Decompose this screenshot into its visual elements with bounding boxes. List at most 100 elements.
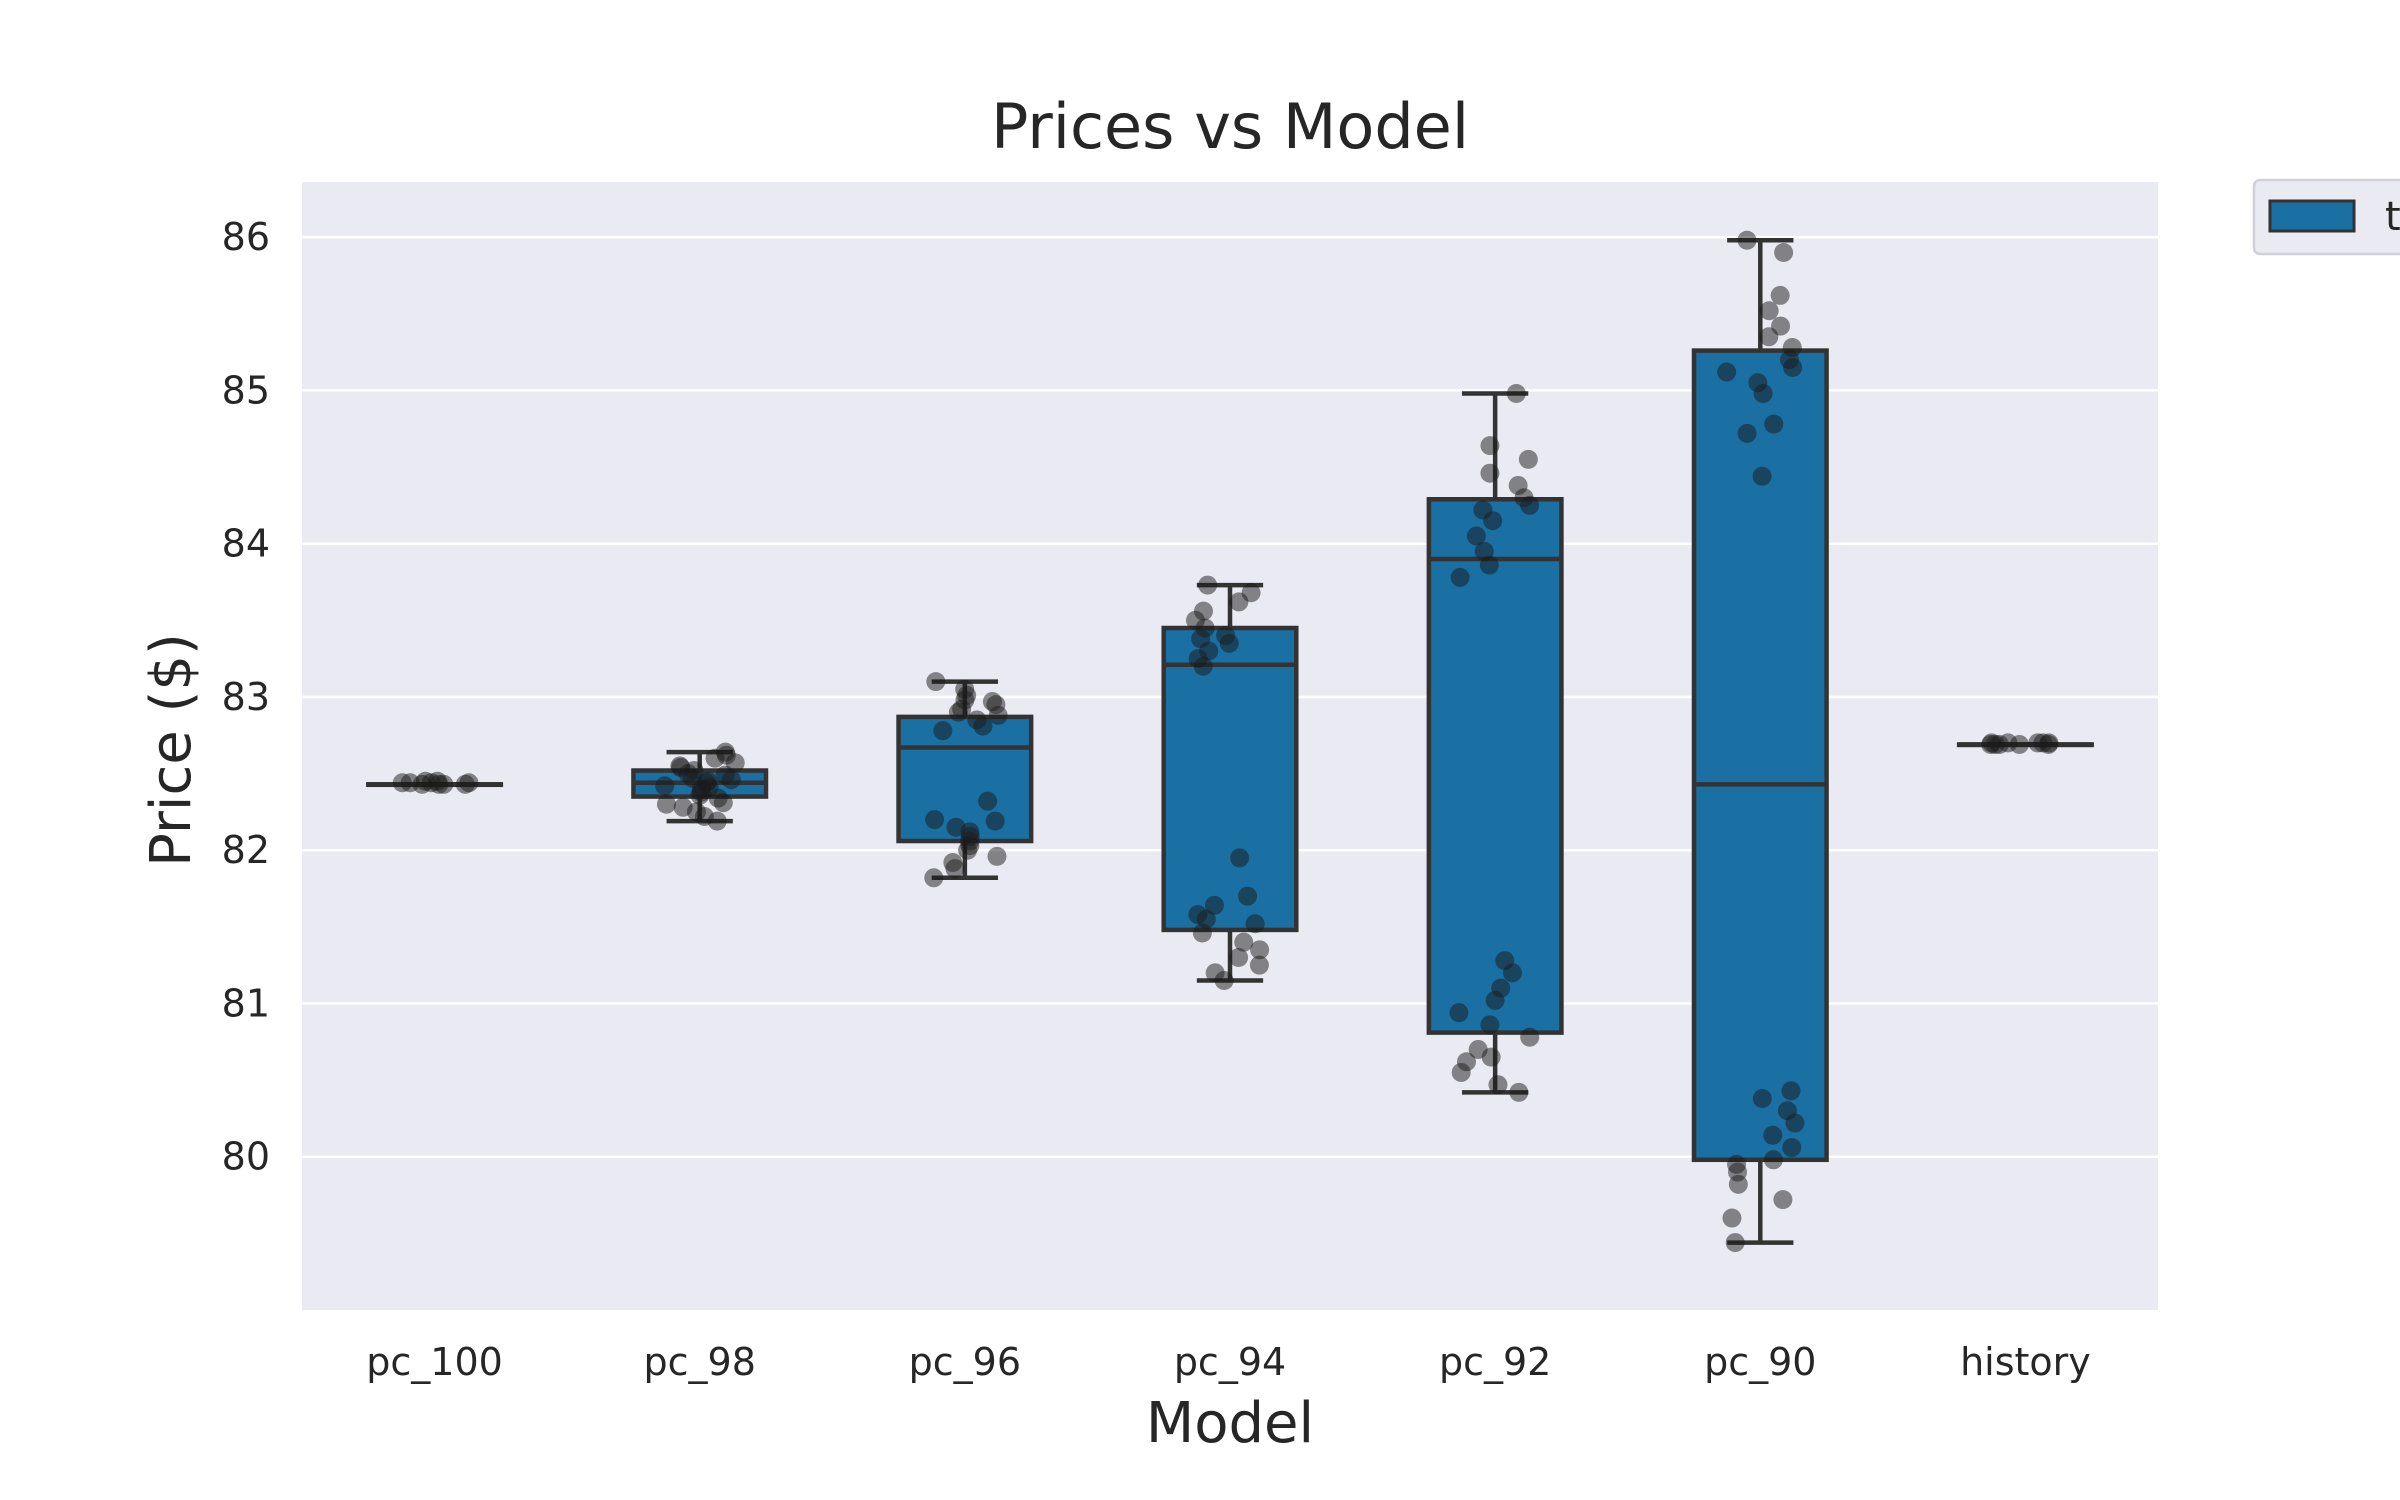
x-tick-label: pc_92 — [1439, 1340, 1551, 1384]
data-point — [1450, 567, 1470, 587]
data-point — [1759, 301, 1779, 321]
data-point — [1737, 230, 1757, 250]
data-point — [1480, 1015, 1500, 1035]
data-point — [1752, 1089, 1772, 1108]
data-point — [1737, 423, 1757, 443]
data-point — [1238, 886, 1258, 906]
data-point — [1752, 466, 1772, 486]
data-point — [1520, 495, 1540, 515]
x-tick-label: pc_100 — [366, 1340, 503, 1384]
data-point — [1205, 963, 1225, 983]
data-point — [1245, 914, 1265, 934]
data-point — [715, 742, 735, 762]
x-tick-label: history — [1960, 1340, 2091, 1384]
legend: t — [2252, 178, 2400, 256]
data-point — [1722, 1208, 1742, 1228]
data-point — [924, 868, 944, 888]
data-point — [1481, 1047, 1501, 1067]
data-point — [721, 770, 741, 790]
data-point — [1196, 909, 1216, 929]
data-point — [2009, 734, 2029, 754]
y-tick-label: 84 — [222, 522, 270, 566]
box-body — [896, 714, 1034, 844]
data-point — [1241, 583, 1261, 603]
data-point — [1725, 1233, 1745, 1253]
data-point — [1250, 940, 1270, 960]
data-point — [1508, 475, 1528, 495]
data-point — [978, 791, 998, 811]
data-point — [1518, 449, 1538, 469]
y-axis-label: Price ($) — [139, 633, 204, 867]
data-point — [2033, 733, 2053, 753]
x-axis-ticks: pc_100 pc_98 pc_96 pc_94 pc_92 pc_90 history — [366, 1340, 2090, 1384]
data-point — [1782, 1138, 1802, 1158]
y-tick-label: 82 — [222, 828, 270, 872]
data-point — [427, 771, 447, 791]
data-point — [673, 797, 693, 817]
data-point — [1229, 948, 1249, 967]
data-point — [412, 774, 432, 794]
data-point — [948, 702, 968, 722]
data-point — [1774, 243, 1794, 262]
data-point — [1506, 384, 1526, 403]
data-point — [459, 773, 479, 793]
data-point — [1234, 932, 1254, 952]
data-point — [955, 679, 975, 699]
data-point — [1480, 436, 1500, 456]
y-tick-label: 81 — [222, 981, 270, 1025]
data-point — [982, 692, 1002, 712]
data-point — [670, 756, 690, 776]
data-point — [1748, 373, 1768, 393]
x-tick-label: pc_90 — [1704, 1340, 1816, 1384]
data-point — [1989, 734, 2009, 754]
data-point — [1480, 463, 1500, 483]
data-point — [1771, 316, 1791, 336]
data-point — [1488, 1075, 1508, 1095]
data-point — [1449, 1003, 1469, 1023]
y-tick-label: 86 — [222, 215, 270, 259]
data-point — [1466, 526, 1486, 546]
data-point — [1473, 500, 1493, 520]
y-axis-ticks: 80 81 82 83 84 85 86 — [222, 215, 270, 1179]
data-point — [1198, 575, 1218, 595]
data-points — [392, 230, 2059, 1253]
data-point — [1764, 414, 1784, 434]
data-point — [1193, 601, 1213, 621]
data-point — [1770, 285, 1790, 305]
data-point — [926, 672, 946, 692]
data-point — [1204, 895, 1224, 915]
data-point — [967, 710, 987, 730]
chart-title: Prices vs Model — [991, 90, 1469, 163]
data-point — [1509, 1082, 1529, 1102]
data-point — [1781, 1081, 1801, 1101]
data-point — [987, 846, 1007, 866]
data-point — [1773, 1190, 1793, 1210]
legend-entry-label: t — [2385, 194, 2400, 240]
data-point — [656, 794, 676, 814]
data-point — [1230, 848, 1250, 868]
data-point — [1717, 362, 1737, 382]
data-point — [1782, 338, 1802, 358]
data-point — [1491, 978, 1511, 998]
legend-swatch — [2268, 199, 2356, 233]
data-point — [946, 817, 966, 837]
data-point — [1249, 955, 1269, 975]
x-tick-label: pc_98 — [644, 1340, 756, 1384]
data-point — [1763, 1150, 1783, 1170]
data-point — [699, 777, 719, 797]
data-point — [1727, 1154, 1747, 1174]
data-point — [1783, 357, 1803, 377]
data-point — [925, 810, 945, 830]
data-point — [1456, 1052, 1476, 1072]
data-point — [655, 776, 675, 796]
x-tick-label: pc_96 — [909, 1340, 1021, 1384]
y-tick-label: 83 — [222, 675, 270, 719]
y-tick-label: 85 — [222, 368, 270, 412]
box-body — [1426, 497, 1564, 1035]
data-point — [933, 721, 953, 741]
data-point — [1520, 1027, 1540, 1047]
box-pc_92 — [1426, 391, 1564, 1095]
data-point — [1495, 951, 1515, 971]
x-axis-label: Model — [1146, 1391, 1314, 1456]
